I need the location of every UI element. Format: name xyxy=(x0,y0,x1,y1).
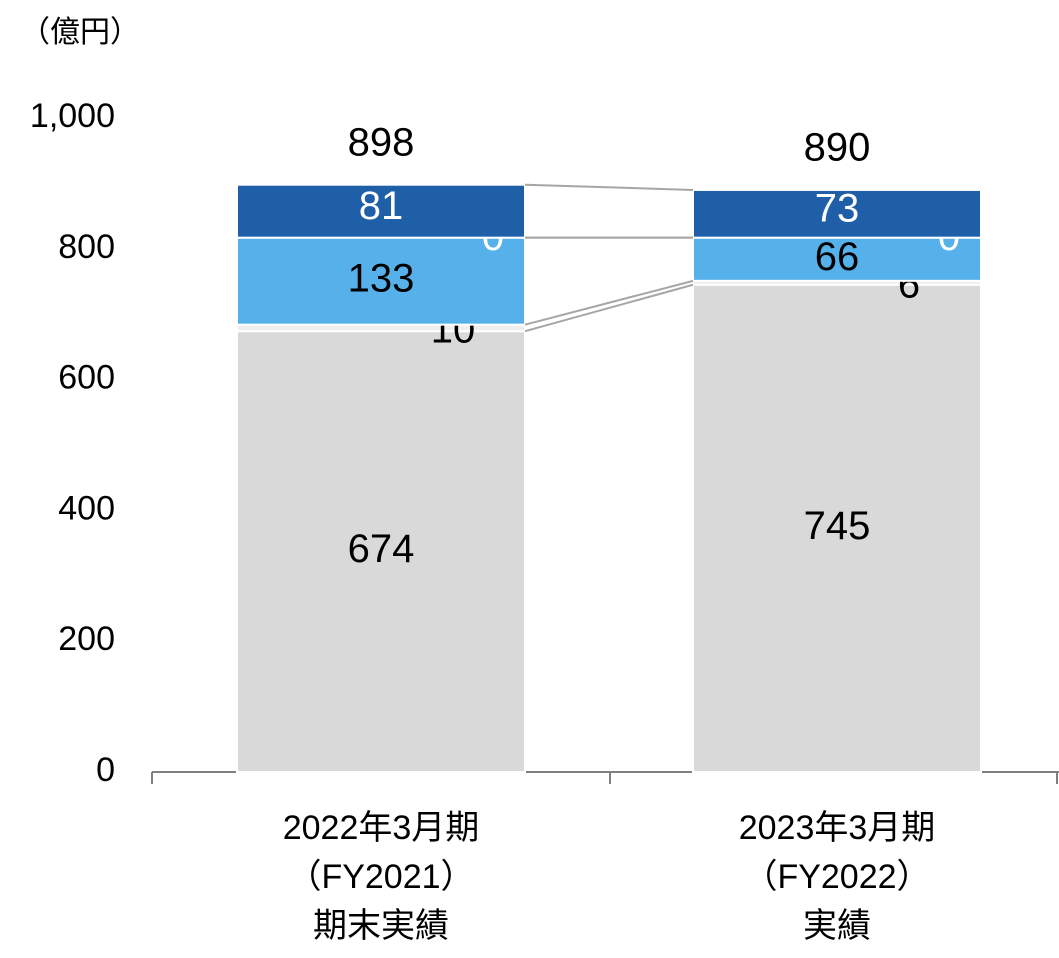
y-tick-label: 600 xyxy=(58,359,115,397)
data-label: 73 xyxy=(815,186,860,230)
y-tick-label: 1,000 xyxy=(30,97,115,135)
x-tick-label: 2023年3月期 xyxy=(739,809,936,847)
y-tick-label: 0 xyxy=(96,751,115,789)
connector xyxy=(524,183,694,191)
bar-segment xyxy=(236,330,526,773)
x-tick-label: 実績 xyxy=(803,907,871,945)
y-tick-label: 400 xyxy=(58,489,115,527)
data-label: 81 xyxy=(359,184,404,228)
connector xyxy=(524,283,694,333)
data-label: 674 xyxy=(348,527,415,571)
x-tick-label: 2022年3月期 xyxy=(283,809,480,847)
bar-segment xyxy=(692,188,982,239)
total-label: 898 xyxy=(348,120,415,164)
x-tick-label: （FY2022） xyxy=(743,858,930,896)
x-tick-label: （FY2021） xyxy=(287,858,474,896)
bar-segment xyxy=(236,236,526,326)
bar-segment xyxy=(692,283,982,773)
connector xyxy=(524,279,694,326)
total-label: 890 xyxy=(804,126,871,170)
data-label: 745 xyxy=(804,504,871,548)
x-tick-label: 期末実績 xyxy=(313,907,449,945)
y-unit: （億円） xyxy=(20,16,140,49)
data-label: 133 xyxy=(348,257,415,301)
data-label: 66 xyxy=(815,235,860,279)
y-tick-label: 800 xyxy=(58,228,115,266)
y-tick-label: 200 xyxy=(58,620,115,658)
bar-segment xyxy=(236,183,526,239)
